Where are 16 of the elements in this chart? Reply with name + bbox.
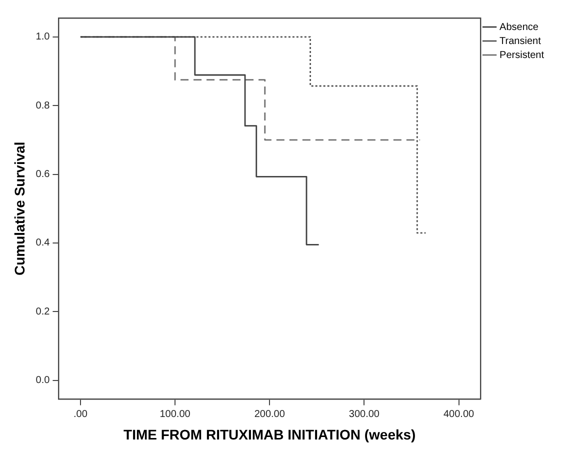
y-tick-label: 0.0 xyxy=(36,375,50,386)
legend-label: Persistent xyxy=(500,50,544,61)
x-tick-label: 100.00 xyxy=(160,408,191,420)
x-tick-label: 300.00 xyxy=(348,408,380,420)
y-axis-title: Cumulative Survival xyxy=(11,142,28,276)
x-axis-title: TIME FROM RITUXIMAB INITIATION (weeks) xyxy=(124,426,416,442)
x-tick-label: 200.00 xyxy=(254,408,286,420)
y-tick-label: 0.4 xyxy=(36,238,50,249)
x-tick-label: .00 xyxy=(74,408,88,420)
x-tick-label: 400.00 xyxy=(443,408,475,420)
y-tick-label: 0.8 xyxy=(36,100,50,112)
legend-label: Absence xyxy=(500,22,539,33)
y-tick-label: 0.6 xyxy=(36,169,50,180)
y-tick-label: 1.0 xyxy=(36,32,50,43)
y-tick-label: 0.2 xyxy=(36,306,50,318)
legend-label: Transient xyxy=(500,36,542,47)
